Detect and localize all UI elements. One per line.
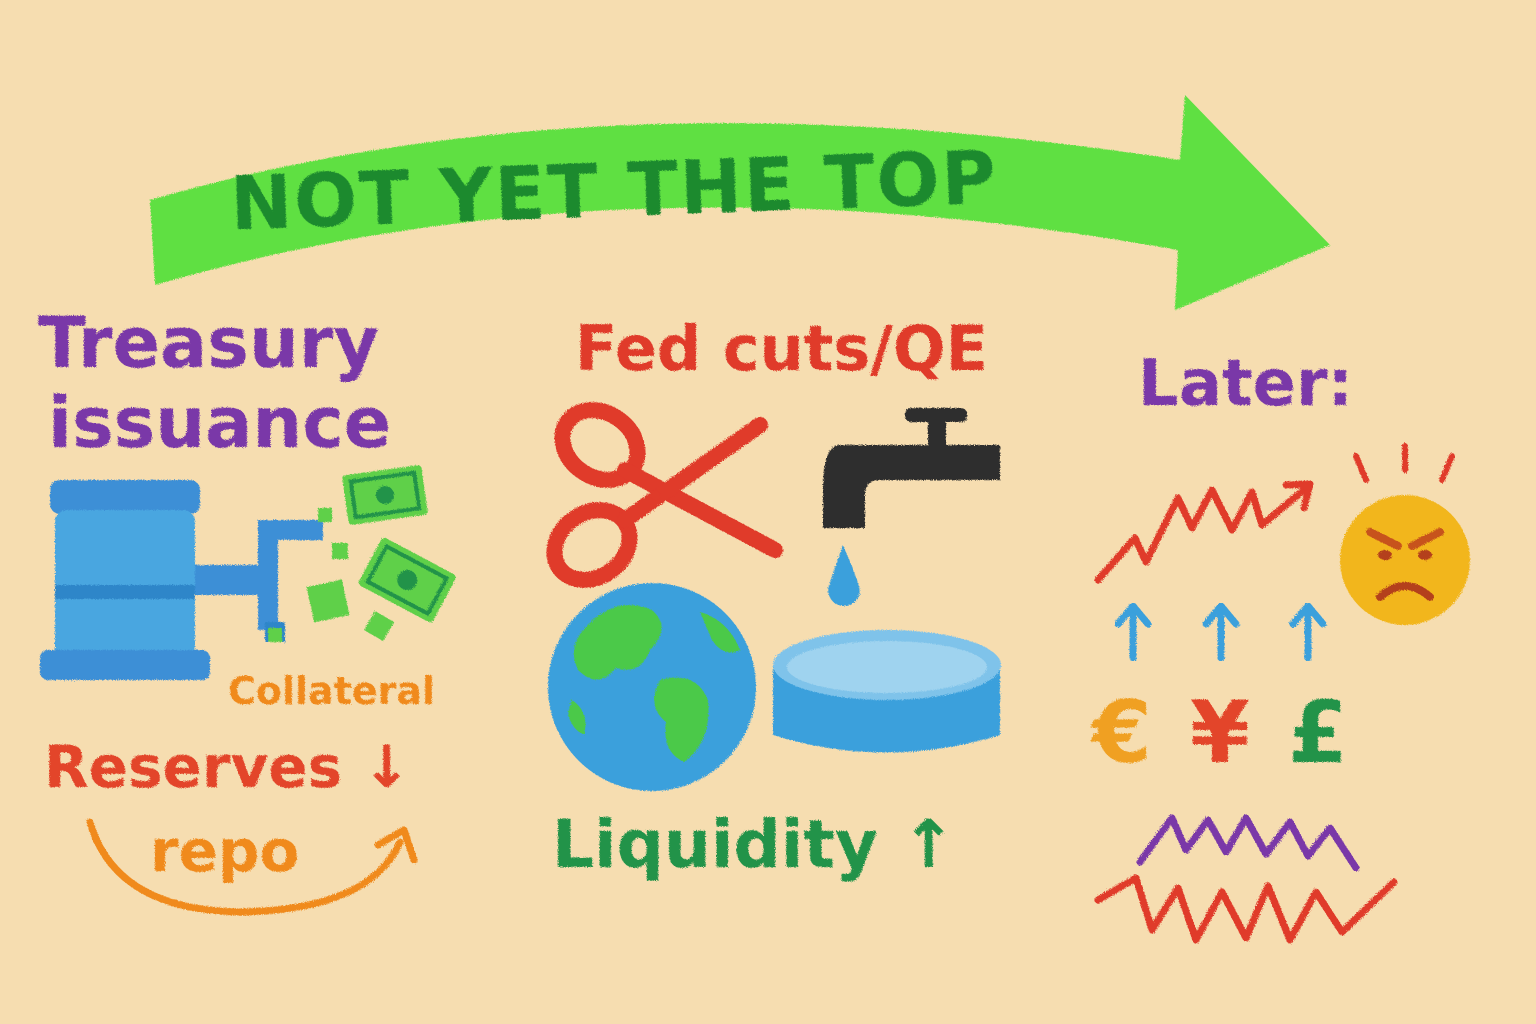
treasury-heading-line1: Treasury [38, 302, 379, 384]
liquidity-label: Liquidity ↑ [552, 806, 957, 883]
treasury-heading-line2: issuance [48, 382, 392, 464]
volatility-line-icon [1094, 814, 1398, 944]
globe-icon [548, 583, 756, 791]
repo-curve-arrow-icon [86, 818, 418, 916]
yen-symbol: ¥ [1190, 683, 1250, 783]
water-drop-icon [828, 545, 860, 606]
later-heading: Later: [1138, 347, 1354, 421]
cash-icon [268, 465, 456, 642]
tank-icon [40, 480, 210, 680]
angry-face-icon [1340, 443, 1470, 625]
faucet-icon [823, 408, 1000, 528]
pound-symbol: £ [1288, 683, 1348, 783]
pool-icon [773, 630, 1001, 753]
collateral-label: Collateral [228, 669, 436, 713]
repo-label: repo [150, 817, 300, 885]
reserves-label: Reserves ↓ [44, 733, 411, 801]
banner-arrow-icon [150, 95, 1330, 310]
fed-heading: Fed cuts/QE [575, 312, 988, 385]
pipe-icon [195, 520, 323, 642]
up-arrow-icon [1114, 602, 1327, 662]
zigzag-up-arrow-icon [1094, 480, 1314, 584]
scissors-icon [546, 402, 783, 588]
euro-symbol: € [1092, 683, 1152, 783]
